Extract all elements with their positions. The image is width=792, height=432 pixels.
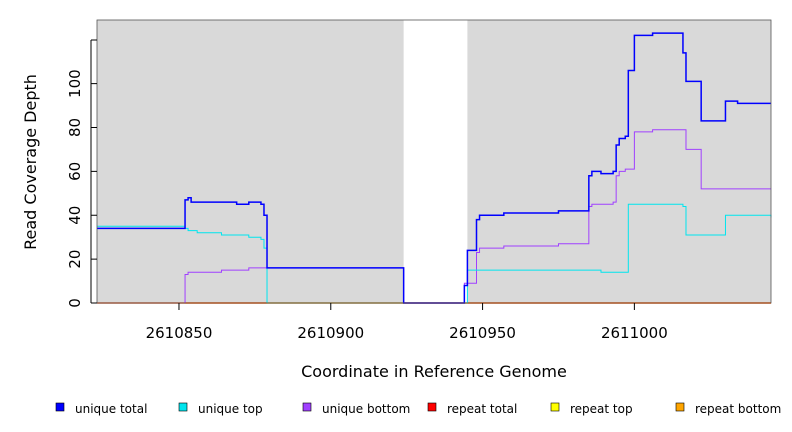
legend-swatch: [427, 402, 437, 412]
y-tick-label: 80: [66, 118, 84, 137]
legend-label: repeat total: [447, 402, 517, 416]
y-tick-label: 0: [66, 298, 84, 308]
x-axis-title: Coordinate in Reference Genome: [301, 362, 567, 381]
x-axis: 2610850 2610900 2610950 2611000: [146, 303, 668, 342]
series-line-unique-bottom: [97, 129, 771, 304]
x-tick-label: 2610900: [297, 324, 364, 342]
legend-item-repeat-top: repeat top: [550, 402, 633, 416]
legend-item-unique-total: unique total: [55, 402, 147, 416]
legend-swatch: [675, 402, 685, 412]
legend-label: unique bottom: [322, 402, 410, 416]
gap-region: [403, 20, 468, 303]
legend-swatch: [55, 402, 65, 412]
y-tick-label: 20: [66, 250, 84, 269]
legend-label: repeat top: [570, 402, 633, 416]
y-tick-label: 40: [66, 206, 84, 225]
legend-item-repeat-bottom: repeat bottom: [675, 402, 781, 416]
y-tick-label: 60: [66, 162, 84, 181]
legend-item-unique-top: unique top: [178, 402, 263, 416]
legend-swatch: [302, 402, 312, 412]
legend-item-repeat-total: repeat total: [427, 402, 517, 416]
panel-border: [96, 19, 772, 304]
legend: unique total unique top unique bottom repea…: [55, 402, 781, 416]
y-axis-title: Read Coverage Depth: [21, 74, 40, 250]
series-line-unique-total: [97, 32, 771, 304]
x-tick-label: 2610850: [146, 324, 213, 342]
y-tick-label: 100: [66, 69, 84, 98]
legend-label: unique top: [198, 402, 263, 416]
legend-swatch: [550, 402, 560, 412]
legend-label: unique total: [75, 402, 147, 416]
legend-swatch: [178, 402, 188, 412]
x-tick-label: 2611000: [601, 324, 668, 342]
legend-item-unique-bottom: unique bottom: [302, 402, 410, 416]
legend-label: repeat bottom: [695, 402, 781, 416]
y-axis: 0 20 40 60 80 100: [66, 39, 97, 308]
x-tick-label: 2610950: [449, 324, 516, 342]
